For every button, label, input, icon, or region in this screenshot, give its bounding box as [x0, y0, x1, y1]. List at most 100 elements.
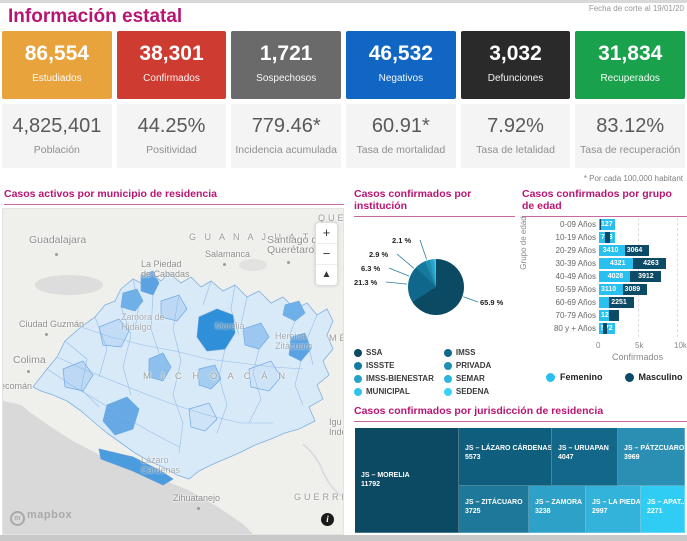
pie-legend-label: MUNICIPAL [366, 387, 410, 396]
pie-legend-item[interactable]: ISSSTE [354, 361, 434, 370]
rate-card-value: 60.91* [371, 115, 430, 137]
pie-legend-item[interactable]: MUNICIPAL [354, 387, 434, 396]
map-title: Casos activos por municipio de residenci… [4, 188, 344, 205]
stat-card-label: Estudiados [32, 73, 82, 84]
mapbox-logo[interactable]: m mapbox [10, 509, 72, 526]
bottom-strip [0, 535, 687, 541]
treemap-block-name: JS – MORELIA [361, 472, 410, 479]
treemap-block[interactable]: JS – PÁTZCUARO 3969 [618, 428, 685, 486]
age-chart-panel: Grupo de edad 0 5k 10k 0-09 Años 127 10-19 Añ… [519, 208, 687, 403]
map-place-label: MÉXI [329, 333, 343, 343]
age-category-label: 60-69 Años [555, 298, 596, 307]
map-place-label: Salamanca [205, 249, 251, 259]
pie-legend-item[interactable]: SEDENA [443, 387, 491, 396]
jurisdiction-treemap: JS – MORELIA 11792 JS – LÁZARO CÁRDENAS 557… [355, 428, 685, 533]
age-legend-item[interactable]: Masculino [624, 372, 683, 382]
treemap-block[interactable]: JS – MORELIA 11792 [355, 428, 459, 533]
rate-card-label: Tasa de letalidad [476, 144, 555, 156]
legend-swatch-icon [354, 374, 362, 383]
map-canvas[interactable] [3, 209, 344, 535]
stat-card: 38,301 Confirmados [116, 31, 227, 99]
treemap-block[interactable]: JS – APAT... 2271 [641, 486, 685, 533]
zoom-in-button[interactable]: + [316, 223, 337, 244]
map-place-label: Lázaro Cárdenas [141, 455, 181, 475]
age-x-tick: 5k [635, 341, 644, 350]
pie-legend-label: SEMAR [455, 374, 485, 383]
treemap-block[interactable]: JS – LA PIEDAD 2997 [586, 486, 641, 533]
pie-callout-label: 2.1 % [392, 236, 412, 245]
treemap-block[interactable]: JS – ZITÁCUARO 3725 [459, 486, 529, 533]
treemap-block-name: JS – ZITÁCUARO [465, 499, 523, 506]
institution-pie-chart[interactable] [408, 259, 464, 315]
treemap-block-name: JS – LÁZARO CÁRDENAS [465, 445, 552, 452]
map-place-label: Morelia [215, 321, 245, 331]
legend-swatch-icon [624, 372, 634, 382]
map-place-dot [287, 261, 290, 264]
treemap-block-name: JS – PÁTZCUARO [624, 445, 685, 452]
age-bar-value-label: 3064 [624, 245, 645, 256]
age-bar-segment[interactable] [599, 219, 601, 230]
treemap-block-name: JS – LA PIEDAD [592, 499, 641, 506]
age-legend: Femenino Masculino [546, 372, 683, 382]
age-bar-segment[interactable] [604, 232, 610, 243]
map-place-label: Zamora de Hidalgo [121, 312, 165, 332]
pitch-toggle-button[interactable]: ▲ [321, 269, 332, 280]
rate-card-label: Positividad [146, 144, 197, 156]
treemap-block[interactable]: JS – ZAMORA 3238 [529, 486, 586, 533]
legend-swatch-icon [443, 361, 452, 370]
treemap-block-value: 2997 [592, 508, 608, 515]
rate-card-value: 779.46* [251, 115, 321, 137]
treemap-block-name: JS – ZAMORA [535, 499, 583, 506]
age-bar-segment[interactable] [599, 297, 617, 308]
rate-card-label: Población [33, 144, 80, 156]
map-panel: Guadalajara G U A N A J U A T O Salamanca S… [2, 208, 344, 535]
stat-card: 1,721 Sospechosos [231, 31, 342, 99]
stat-card: 31,834 Recuperados [575, 31, 686, 99]
pie-legend-item[interactable]: IMSS [443, 348, 491, 357]
pie-legend-item[interactable]: PRIVADA [443, 361, 491, 370]
pie-legend-column: IMSS PRIVADA SEMAR SEDENA [443, 348, 491, 396]
pie-legend-column: SSA ISSSTE IMSS-BIENESTAR MUNICIPAL [354, 348, 434, 396]
page-title: Información estatal [8, 6, 183, 27]
pie-callout-label: 2.9 % [369, 250, 389, 259]
stat-card: 3,032 Defunciones [460, 31, 571, 99]
rate-card: 44.25% Positividad [116, 104, 227, 168]
footnote: * Por cada 100,000 habitant [583, 174, 683, 183]
map-place-dot [55, 253, 58, 256]
legend-swatch-icon [546, 372, 555, 382]
treemap-block-value: 11792 [361, 481, 381, 488]
age-gridline [677, 218, 678, 337]
pie-legend-item[interactable]: SEMAR [443, 374, 491, 383]
treemap-block-name: JS – URUAPAN [558, 445, 609, 452]
pie-legend-label: IMSS-BIENESTAR [366, 374, 434, 383]
treemap-block[interactable]: JS – URUAPAN 4047 [552, 428, 618, 486]
pie-legend-item[interactable]: SSA [354, 348, 434, 357]
map-place-label: Guadalajara [29, 234, 87, 246]
zoom-out-button[interactable]: − [316, 244, 337, 265]
institution-pie-panel: 2.1 % 2.9 % 6.3 % 21.3 % 65.9 % SSA ISSSTE IMS… [352, 208, 515, 403]
map-place-label: Colima [13, 354, 46, 366]
age-bar-value-label: 4321 [607, 258, 628, 269]
treemap-block[interactable]: JS – LÁZARO CÁRDENAS 5573 [459, 428, 552, 486]
age-bar-segment[interactable] [609, 310, 619, 321]
rate-card-value: 83.12% [596, 115, 665, 137]
rate-card-label: Incidencia acumulada [235, 144, 337, 156]
map-info-button[interactable]: i [321, 513, 334, 526]
legend-swatch-icon [443, 387, 452, 396]
pie-legend-item[interactable]: IMSS-BIENESTAR [354, 374, 434, 383]
rate-cards-row: 4,825,401 Población 44.25% Positividad 779.4… [2, 104, 686, 168]
age-category-label: 0-09 Años [559, 220, 596, 229]
stat-card-value: 31,834 [598, 42, 663, 65]
map-place-label: M I C H O A C Á N [143, 371, 290, 382]
map-place-label: La Piedad de Cabadas [141, 259, 190, 279]
pie-legend-label: SEDENA [455, 387, 490, 396]
age-legend-item[interactable]: Femenino [546, 372, 603, 382]
age-category-label: 10-19 Años [555, 233, 596, 242]
age-bar-segment[interactable] [603, 323, 608, 334]
age-x-tick: 0 [596, 341, 601, 350]
age-category-label: 50-59 Años [555, 285, 596, 294]
rate-card-value: 7.92% [487, 115, 544, 137]
age-bar-value-label: 3089 [622, 284, 643, 295]
map-zoom-controls: + − ▲ [315, 222, 338, 286]
